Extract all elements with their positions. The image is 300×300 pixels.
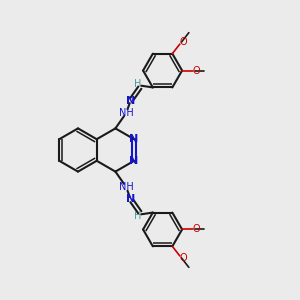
Text: N: N	[130, 134, 139, 144]
Text: N: N	[126, 96, 135, 106]
Text: O: O	[179, 253, 187, 263]
Text: NH: NH	[119, 108, 134, 118]
Text: NH: NH	[119, 182, 134, 192]
Text: O: O	[179, 37, 187, 47]
Text: H: H	[134, 212, 141, 221]
Text: O: O	[193, 224, 200, 235]
Text: H: H	[134, 79, 141, 88]
Text: N: N	[126, 194, 135, 204]
Text: O: O	[193, 65, 200, 76]
Text: N: N	[130, 156, 139, 166]
